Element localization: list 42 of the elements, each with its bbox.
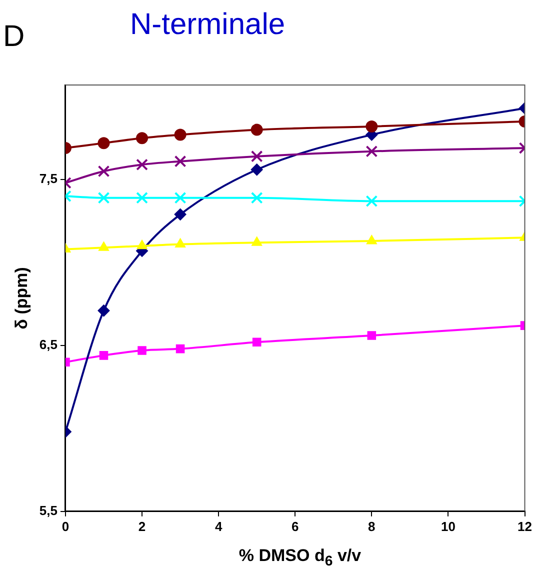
point [98, 192, 110, 204]
point [252, 236, 262, 246]
point [174, 192, 186, 204]
point [250, 150, 263, 162]
point [250, 124, 263, 136]
point [98, 165, 110, 178]
point [136, 192, 148, 204]
point [176, 344, 185, 354]
point [174, 155, 186, 168]
x-tick-label: 2 [138, 518, 146, 534]
x-tick-label: 12 [518, 518, 532, 534]
x-tick-label: 8 [368, 518, 376, 534]
chart-title: N-terminale [130, 8, 286, 42]
point [366, 234, 377, 244]
point [366, 120, 378, 132]
point [175, 238, 186, 248]
y-axis-title: δ (ppm) [12, 267, 31, 330]
x-axis-title: % DMSO d$_{6}$ v/v [238, 546, 362, 570]
y-tick-label: 7,5 [39, 171, 58, 186]
point [250, 192, 263, 204]
x-tick-label: 6 [292, 518, 299, 534]
point [98, 137, 110, 150]
point [366, 195, 378, 208]
point [252, 338, 262, 347]
point [99, 351, 108, 360]
point [136, 158, 148, 171]
point [367, 331, 376, 340]
point [174, 128, 186, 141]
y-tick-label: 5,5 [39, 502, 58, 518]
x-tick-label: 0 [62, 518, 70, 534]
point [98, 242, 110, 251]
x-tick-label: 10 [440, 518, 456, 534]
point [136, 132, 148, 144]
point [136, 240, 148, 250]
point [138, 346, 146, 355]
y-tick-label: 6,5 [39, 337, 58, 352]
x-tick-label: 4 [214, 518, 223, 534]
text: D [3, 20, 25, 54]
point [174, 208, 186, 220]
point [366, 145, 378, 158]
point [98, 304, 110, 317]
point [250, 164, 263, 176]
